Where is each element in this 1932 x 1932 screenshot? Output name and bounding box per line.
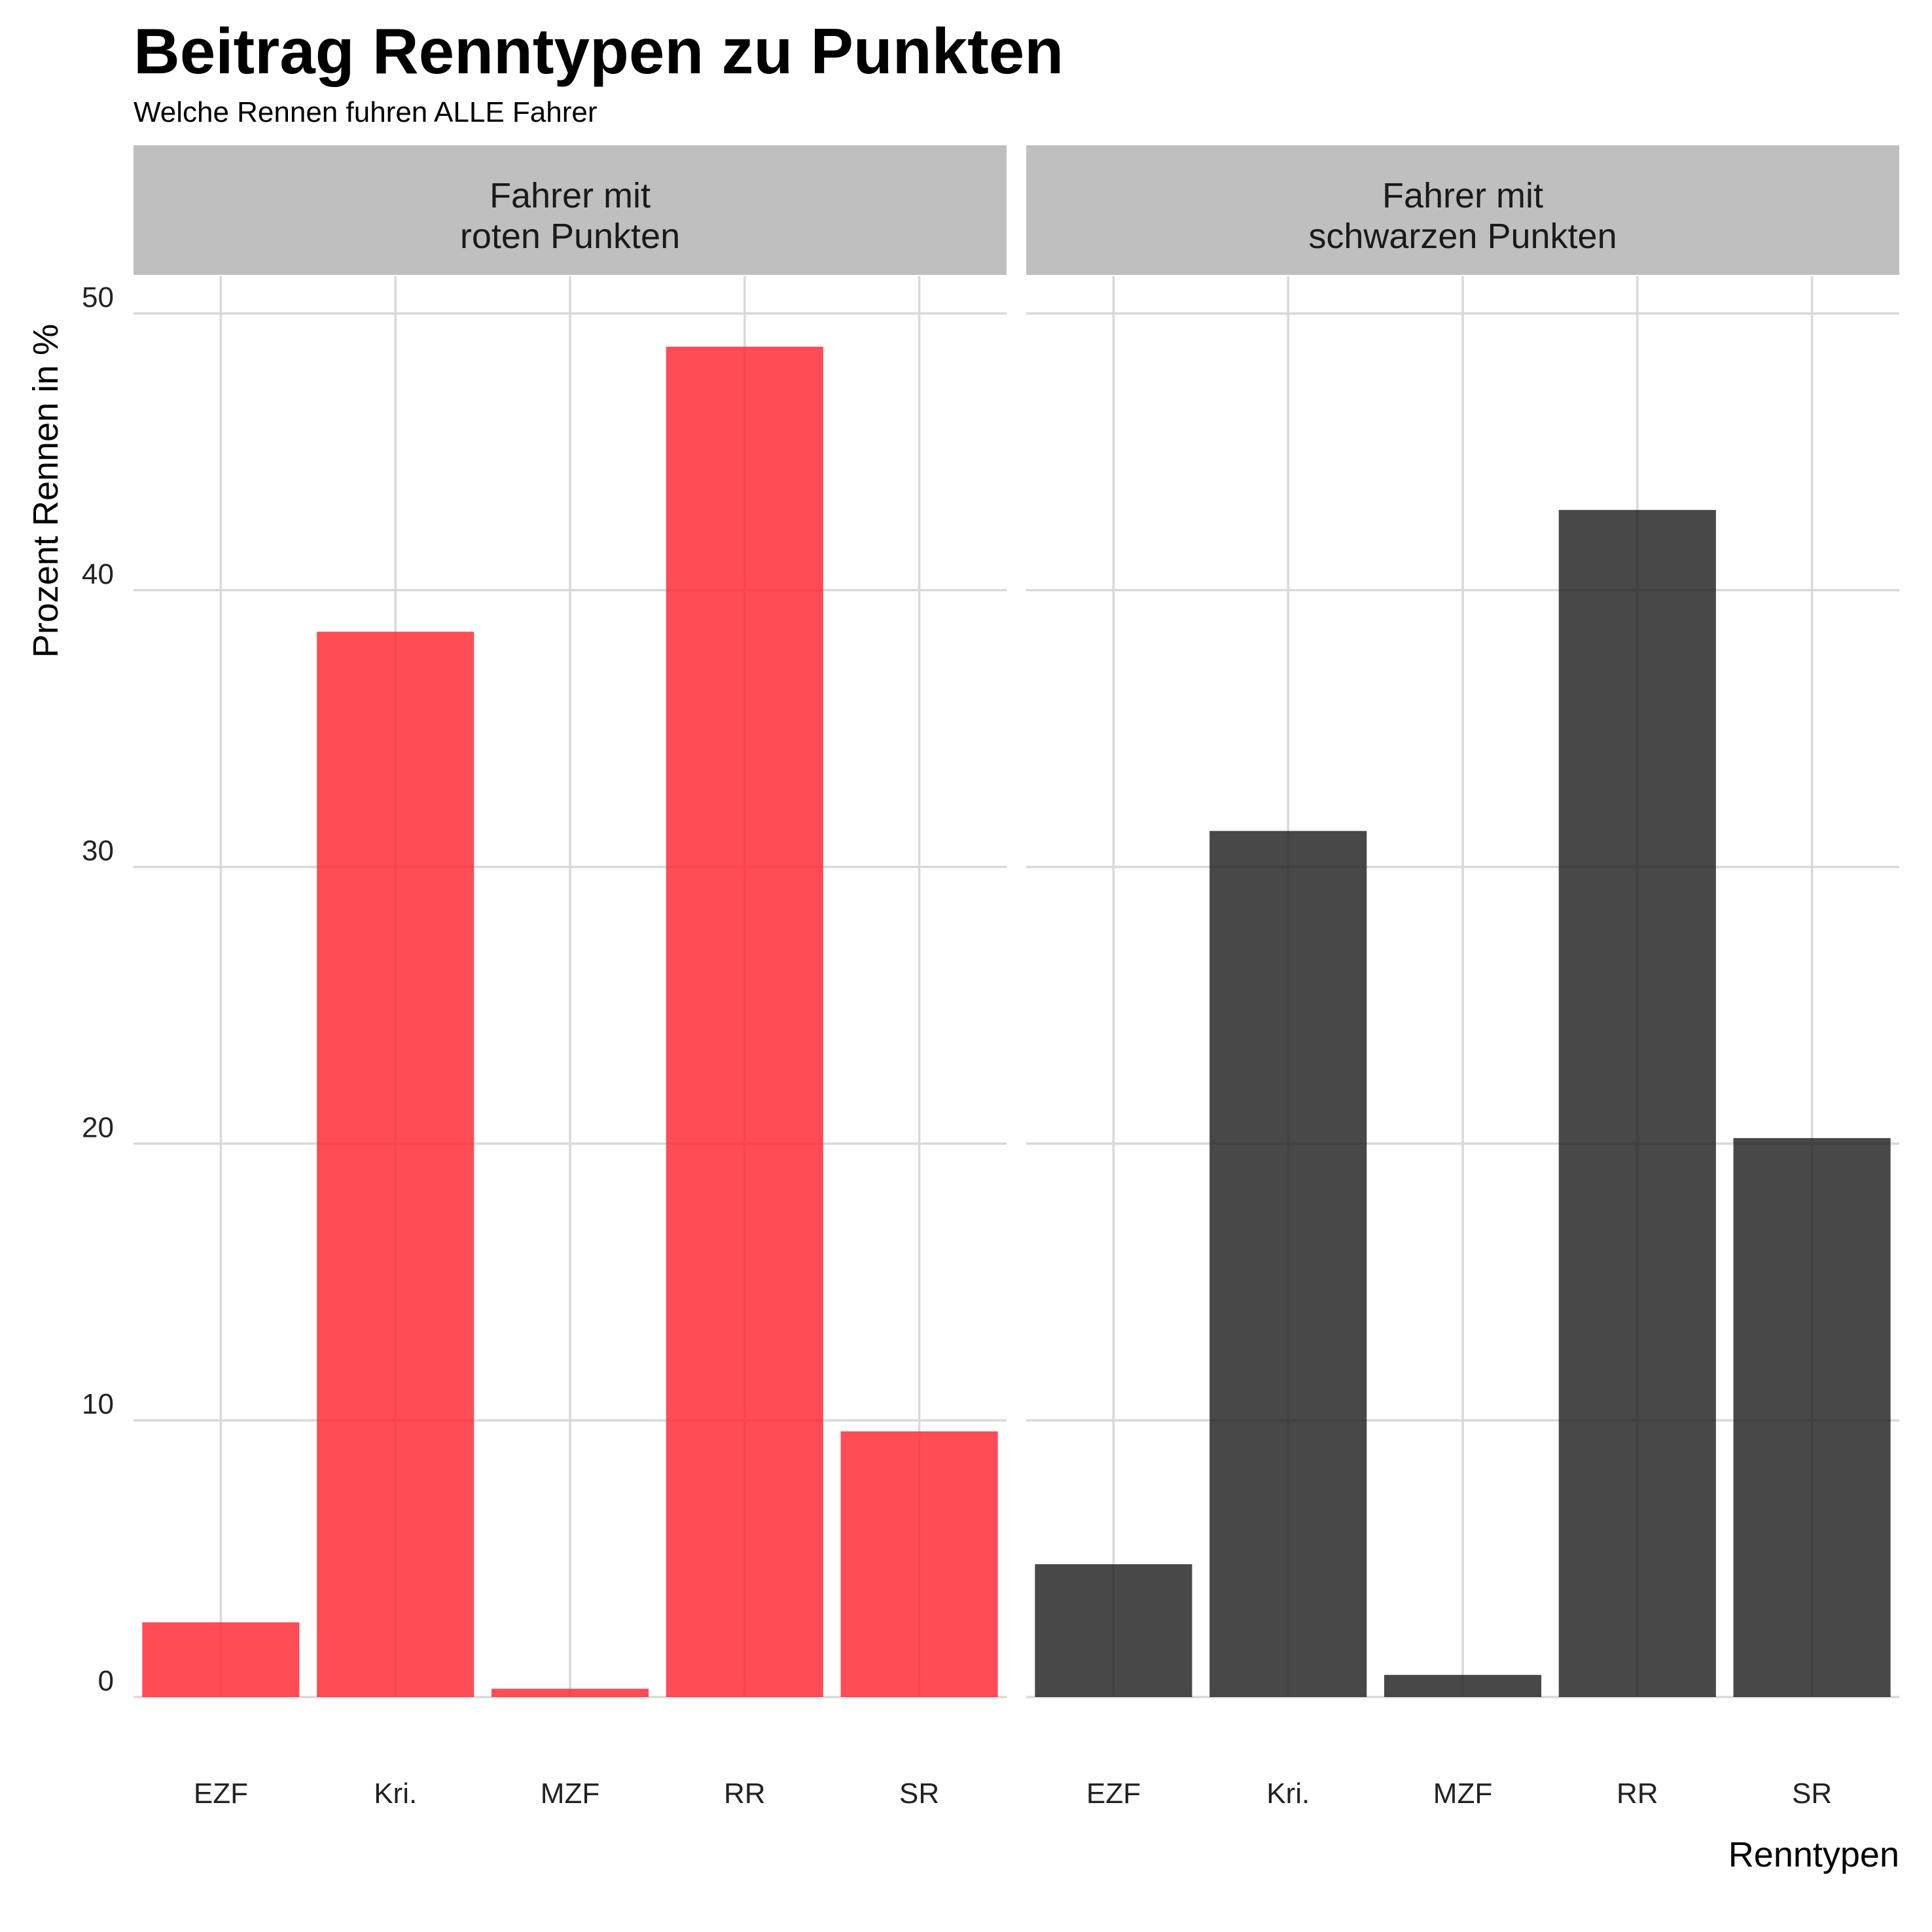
x-tick-label: MZF: [1433, 1778, 1492, 1810]
facet-strip-2: [1026, 145, 1899, 275]
bar-schwarz-Kri.: [1209, 831, 1367, 1697]
bar-rot-Kri.: [317, 632, 474, 1697]
x-tick-label: MZF: [541, 1778, 599, 1810]
x-tick-label: SR: [899, 1778, 939, 1810]
x-tick-label: EZF: [194, 1778, 248, 1810]
x-tick-label: RR: [724, 1778, 766, 1810]
bar-schwarz-EZF: [1035, 1564, 1192, 1697]
bar-schwarz-SR: [1733, 1137, 1891, 1697]
y-tick-label: 40: [82, 558, 114, 590]
bar-schwarz-MZF: [1384, 1675, 1542, 1697]
y-tick-label: 10: [82, 1388, 114, 1420]
bar-rot-SR: [840, 1431, 998, 1697]
x-tick-label: Kri.: [1266, 1778, 1310, 1810]
facet-label-2-line-1: Fahrer mit: [1382, 176, 1543, 215]
y-tick-label: 20: [82, 1111, 114, 1143]
bar-schwarz-RR: [1558, 510, 1716, 1697]
facet-strip-1: [134, 145, 1007, 275]
facet-label-2-line-2: schwarzen Punkten: [1308, 217, 1617, 256]
x-tick-label: RR: [1617, 1778, 1658, 1810]
bar-rot-RR: [666, 346, 823, 1697]
y-tick-label: 50: [82, 281, 114, 313]
y-tick-label: 30: [82, 835, 114, 867]
y-axis-title: Prozent Rennen in %: [26, 324, 65, 658]
chart-subtitle: Welche Rennen fuhren ALLE Fahrer: [134, 96, 598, 128]
y-tick-label: 0: [98, 1665, 114, 1697]
x-axis-title: Renntypen: [1728, 1835, 1899, 1874]
facet-label-1-line-2: roten Punkten: [460, 217, 680, 256]
facet-label-1-line-1: Fahrer mit: [490, 176, 651, 215]
bar-rot-MZF: [491, 1689, 649, 1697]
x-tick-label: SR: [1792, 1778, 1832, 1810]
x-tick-label: EZF: [1086, 1778, 1141, 1810]
x-tick-label: Kri.: [374, 1778, 417, 1810]
chart-title: Beitrag Renntypen zu Punkten: [134, 15, 1064, 87]
bar-rot-EZF: [142, 1622, 300, 1697]
